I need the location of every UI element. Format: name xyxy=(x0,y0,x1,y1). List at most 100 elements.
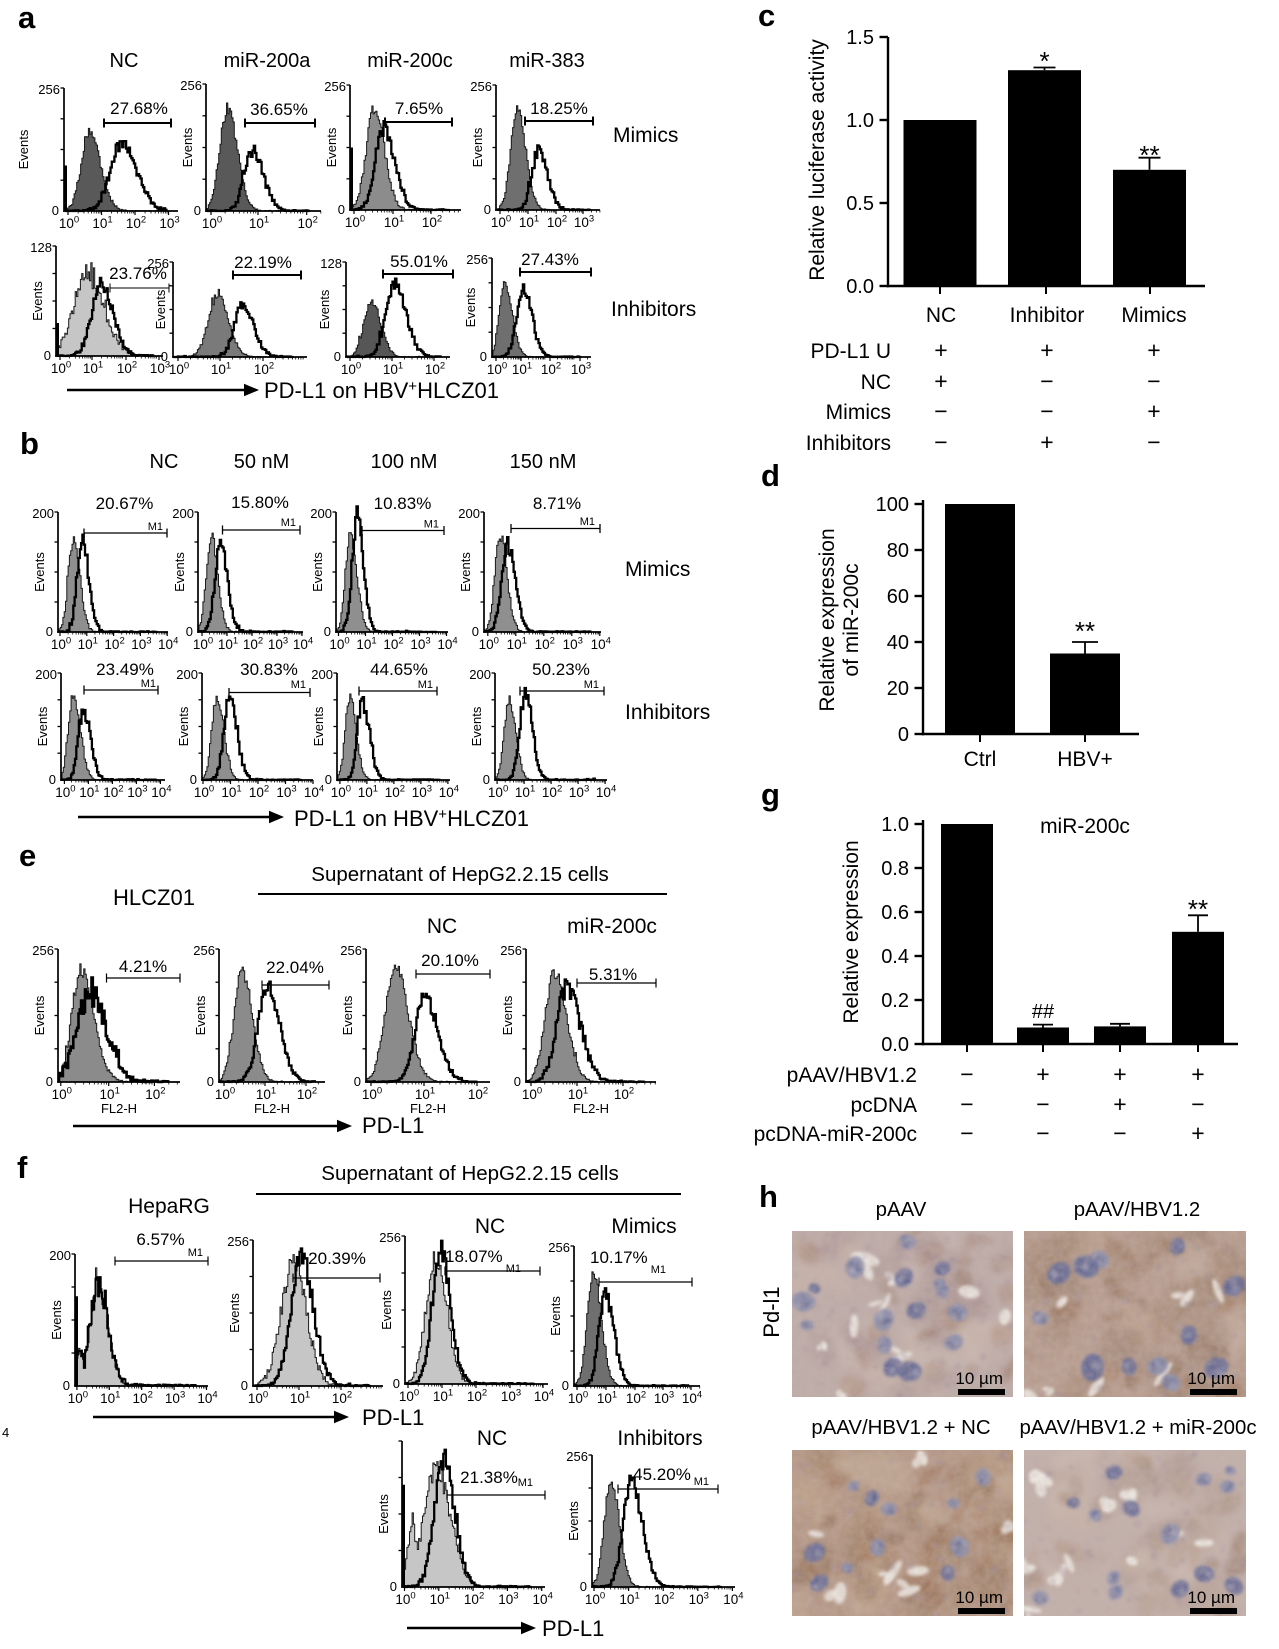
svg-text:NC: NC xyxy=(427,915,457,938)
svg-text:200: 200 xyxy=(35,667,57,682)
svg-text:Events: Events xyxy=(458,552,473,592)
svg-text:30.83%: 30.83% xyxy=(240,660,298,679)
svg-text:−: − xyxy=(1113,1120,1126,1146)
svg-text:45.20%: 45.20% xyxy=(633,1465,691,1484)
svg-text:−: − xyxy=(1040,398,1053,424)
svg-text:Events: Events xyxy=(193,995,208,1035)
svg-text:0: 0 xyxy=(207,1074,214,1089)
svg-text:0: 0 xyxy=(194,203,201,218)
svg-text:0: 0 xyxy=(338,202,345,217)
svg-text:200: 200 xyxy=(310,506,332,521)
svg-text:Mimics: Mimics xyxy=(1121,304,1186,327)
svg-text:HLCZ01: HLCZ01 xyxy=(113,885,195,910)
svg-text:NC: NC xyxy=(926,304,956,327)
svg-text:−: − xyxy=(960,1120,973,1146)
svg-text:M1: M1 xyxy=(424,519,439,531)
svg-text:Inhibitors: Inhibitors xyxy=(611,298,696,321)
svg-text:22.04%: 22.04% xyxy=(266,958,324,977)
svg-text:−: − xyxy=(934,429,947,455)
svg-text:200: 200 xyxy=(172,506,194,521)
svg-text:27.68%: 27.68% xyxy=(110,99,168,118)
svg-text:Relative expression: Relative expression xyxy=(840,840,863,1023)
svg-text:−: − xyxy=(1036,1120,1049,1146)
svg-text:256: 256 xyxy=(193,943,215,958)
svg-text:pcDNA-miR-200c: pcDNA-miR-200c xyxy=(754,1123,917,1146)
svg-text:256: 256 xyxy=(324,79,346,94)
svg-text:Events: Events xyxy=(548,1296,563,1336)
svg-text:FL2-H: FL2-H xyxy=(573,1101,609,1116)
svg-text:20.67%: 20.67% xyxy=(96,494,154,513)
svg-text:+: + xyxy=(1113,1091,1126,1117)
svg-text:100: 100 xyxy=(876,494,909,516)
svg-text:0: 0 xyxy=(241,1378,248,1393)
svg-text:6.57%: 6.57% xyxy=(136,1230,184,1249)
svg-text:0: 0 xyxy=(480,349,487,364)
svg-text:256: 256 xyxy=(180,78,202,93)
svg-text:miR-200a: miR-200a xyxy=(224,50,312,72)
svg-text:Inhibitor: Inhibitor xyxy=(1010,304,1085,327)
svg-text:256: 256 xyxy=(566,1449,588,1464)
svg-text:Events: Events xyxy=(324,127,339,167)
svg-text:−: − xyxy=(1191,1091,1204,1117)
svg-text:200: 200 xyxy=(458,506,480,521)
svg-text:10 µm: 10 µm xyxy=(955,1369,1003,1388)
svg-text:M1: M1 xyxy=(580,516,595,528)
svg-text:M1: M1 xyxy=(148,521,163,533)
svg-text:Events: Events xyxy=(310,552,325,592)
svg-text:Relative luciferase activity: Relative luciferase activity xyxy=(806,39,829,281)
svg-text:Events: Events xyxy=(500,995,515,1035)
svg-text:55.01%: 55.01% xyxy=(390,252,448,271)
svg-text:10.83%: 10.83% xyxy=(374,494,432,513)
svg-text:Events: Events xyxy=(30,281,45,321)
svg-text:a: a xyxy=(18,0,36,35)
svg-text:0.2: 0.2 xyxy=(881,990,909,1012)
svg-text:+: + xyxy=(1040,337,1053,363)
svg-text:PD-L1: PD-L1 xyxy=(542,1616,604,1641)
svg-text:150 nM: 150 nM xyxy=(510,451,577,473)
svg-text:−: − xyxy=(1036,1091,1049,1117)
svg-text:Events: Events xyxy=(317,289,332,329)
svg-text:0: 0 xyxy=(44,348,51,363)
svg-text:0: 0 xyxy=(484,202,491,217)
svg-text:Events: Events xyxy=(463,287,478,327)
svg-text:NC: NC xyxy=(861,371,891,394)
svg-text:0: 0 xyxy=(514,1074,521,1089)
svg-text:Events: Events xyxy=(16,129,31,169)
svg-text:50 nM: 50 nM xyxy=(234,451,290,473)
svg-text:−: − xyxy=(1040,368,1053,394)
svg-text:8.71%: 8.71% xyxy=(533,494,581,513)
svg-text:Inhibitors: Inhibitors xyxy=(617,1427,702,1450)
svg-text:miR-200c: miR-200c xyxy=(567,915,657,938)
svg-text:200: 200 xyxy=(49,1248,71,1263)
svg-text:M1: M1 xyxy=(694,1476,709,1488)
svg-text:0: 0 xyxy=(390,1579,397,1594)
svg-text:pAAV/HBV1.2: pAAV/HBV1.2 xyxy=(787,1064,917,1087)
svg-text:20: 20 xyxy=(887,678,909,700)
svg-text:256: 256 xyxy=(32,943,54,958)
svg-text:256: 256 xyxy=(470,79,492,94)
svg-text:Inhibitors: Inhibitors xyxy=(806,432,891,455)
svg-text:0.4: 0.4 xyxy=(881,946,909,968)
svg-text:0: 0 xyxy=(63,1378,70,1393)
svg-text:−: − xyxy=(934,398,947,424)
svg-text:pAAV: pAAV xyxy=(876,1199,927,1221)
svg-text:0: 0 xyxy=(325,772,332,787)
svg-text:200: 200 xyxy=(32,506,54,521)
svg-text:200: 200 xyxy=(469,667,491,682)
svg-text:NC: NC xyxy=(110,50,139,72)
svg-text:FL2-H: FL2-H xyxy=(410,1101,446,1116)
svg-text:23.49%: 23.49% xyxy=(96,660,154,679)
svg-text:Pd-l1: Pd-l1 xyxy=(759,1286,784,1337)
svg-text:256: 256 xyxy=(147,256,169,271)
svg-text:Events: Events xyxy=(180,127,195,167)
svg-text:*: * xyxy=(1039,46,1049,76)
svg-text:−: − xyxy=(1147,429,1160,455)
svg-text:FL2-H: FL2-H xyxy=(101,1101,137,1116)
svg-text:PD-L1 on HBV+HLCZ01: PD-L1 on HBV+HLCZ01 xyxy=(294,806,529,831)
svg-text:+: + xyxy=(934,368,947,394)
svg-text:M1: M1 xyxy=(584,679,599,691)
svg-text:−: − xyxy=(960,1091,973,1117)
svg-text:M1: M1 xyxy=(141,678,156,690)
svg-text:20.10%: 20.10% xyxy=(421,951,479,970)
svg-text:0.0: 0.0 xyxy=(881,1034,909,1056)
